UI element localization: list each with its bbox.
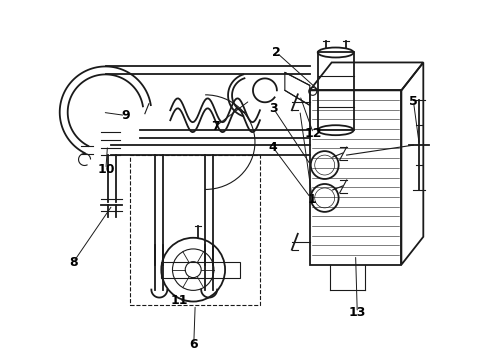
Text: 10: 10 xyxy=(97,163,115,176)
Text: 12: 12 xyxy=(305,127,322,140)
Text: 3: 3 xyxy=(269,102,278,115)
Text: 4: 4 xyxy=(269,141,278,154)
Text: 6: 6 xyxy=(190,338,198,351)
Text: 9: 9 xyxy=(121,109,130,122)
Text: 13: 13 xyxy=(348,306,366,319)
Text: 11: 11 xyxy=(171,294,188,307)
Text: 2: 2 xyxy=(272,46,281,59)
Text: 5: 5 xyxy=(409,95,418,108)
Text: 1: 1 xyxy=(308,193,317,206)
Text: 8: 8 xyxy=(69,256,77,269)
Text: 7: 7 xyxy=(211,120,220,133)
